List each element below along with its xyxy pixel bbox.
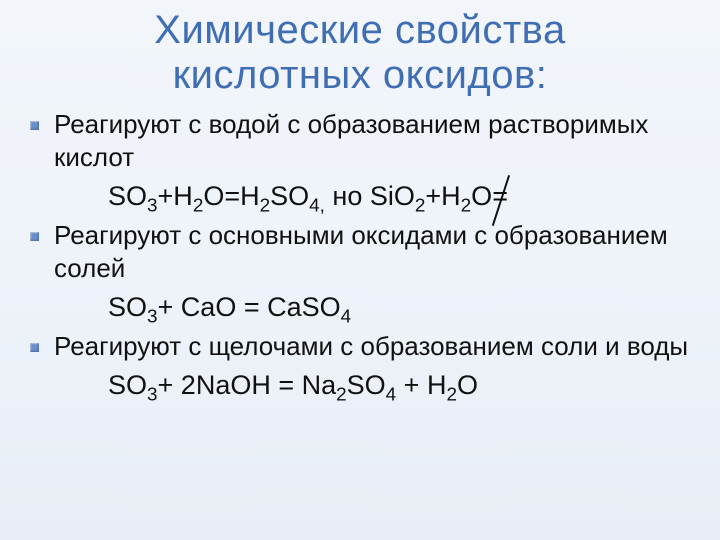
item-formula: SO3+H2O=H2SO4, но SiO2+H2O=: [54, 176, 692, 217]
item-text: Реагируют с водой с образованием раствор…: [54, 108, 692, 175]
title-line-1: Химические свойства: [154, 8, 565, 52]
list-item: Реагируют с водой с образованием раствор…: [28, 108, 692, 217]
slide-title: Химические свойства кислотных оксидов:: [28, 8, 692, 98]
bullet-list: Реагируют с водой с образованием раствор…: [28, 108, 692, 406]
list-item: Реагируют с щелочами с образованием соли…: [28, 330, 692, 406]
item-formula: SO3+ CaO = СaSO4: [54, 287, 692, 328]
item-formula: SO3+ 2NaOH = Na2SO4 + H2O: [54, 365, 692, 406]
item-text: Реагируют с щелочами с образованием соли…: [54, 330, 692, 363]
item-text: Реагируют с основными оксидами с образов…: [54, 219, 692, 286]
title-line-2: кислотных оксидов:: [173, 53, 548, 97]
list-item: Реагируют с основными оксидами с образов…: [28, 219, 692, 328]
